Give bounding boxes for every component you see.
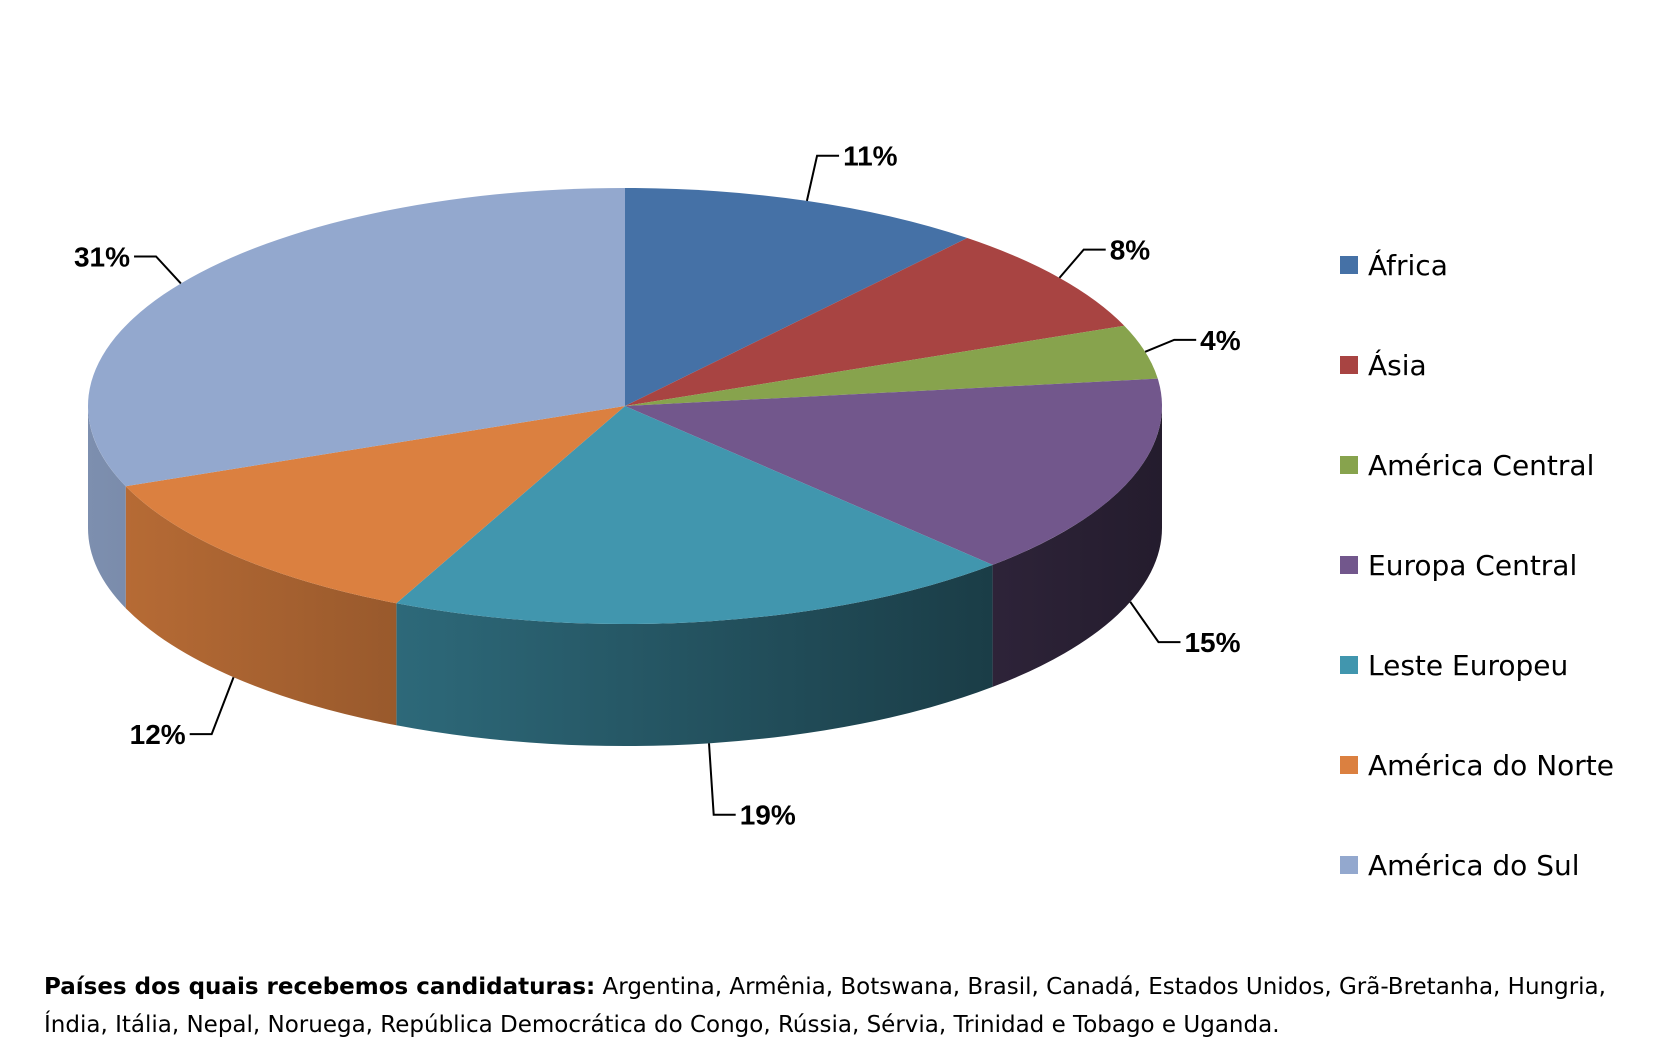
leader-line-asia	[1058, 248, 1106, 279]
data-label-america-do-sul: 31%	[74, 241, 130, 272]
slice-side-europa-central	[992, 406, 1162, 687]
slice-leste-europeu	[396, 406, 993, 624]
data-label-america-central: 4%	[1200, 325, 1241, 356]
legend-label: América Central	[1368, 449, 1594, 482]
data-label-america-do-norte: 12%	[130, 719, 186, 750]
legend-swatch	[1340, 256, 1358, 274]
legend-item-america-do-norte: América do Norte	[1340, 749, 1614, 782]
legend-swatch	[1340, 856, 1358, 874]
leader-line-europa-central	[1129, 601, 1181, 644]
slice-side-america-do-sul	[88, 406, 126, 609]
leader-line-africa	[805, 154, 840, 202]
legend-swatch	[1340, 456, 1358, 474]
slice-europa-central	[625, 378, 1163, 565]
leader-lines	[134, 154, 1197, 816]
legend-swatch	[1340, 656, 1358, 674]
legend-label: Europa Central	[1368, 549, 1577, 582]
leader-line-america-do-norte	[189, 676, 235, 736]
legend-swatch	[1340, 556, 1358, 574]
legend-label: América do Norte	[1368, 749, 1614, 782]
pie-slices	[88, 188, 1163, 624]
slice-side-leste-europeu	[396, 564, 993, 746]
data-label-europa-central: 15%	[1184, 627, 1240, 658]
legend-label: Ásia	[1368, 348, 1427, 382]
legend-item-america-do-sul: América do Sul	[1340, 849, 1580, 882]
legend-swatch	[1340, 756, 1358, 774]
slice-side-america-do-norte	[125, 486, 397, 726]
legend-swatch	[1340, 356, 1358, 374]
footnote-text: Argentina, Armênia, Botswana, Brasil, Ca…	[44, 974, 1606, 1038]
slice-asia	[625, 238, 1125, 406]
pie-chart: 11% 8% 4% 15% 19% 12% 31% África Ásia América Ce…	[74, 141, 1614, 882]
legend-label: América do Sul	[1368, 849, 1580, 882]
leader-line-america-do-sul	[134, 255, 182, 285]
legend-label: África	[1368, 248, 1448, 282]
legend-label: Leste Europeu	[1368, 649, 1568, 682]
legend: África Ásia América Central Europa Central L…	[1340, 248, 1614, 882]
data-labels: 11% 8% 4% 15% 19% 12% 31%	[74, 141, 1241, 831]
leader-line-leste-europeu	[708, 743, 736, 816]
legend-item-america-central: América Central	[1340, 449, 1594, 482]
slice-africa	[625, 188, 968, 406]
footnote: Países dos quais recebemos candidaturas:…	[44, 968, 1644, 1044]
legend-item-europa-central: Europa Central	[1340, 549, 1577, 582]
slice-america-do-sul	[88, 188, 626, 487]
footnote-label: Países dos quais recebemos candidaturas:	[44, 974, 596, 1000]
legend-item-asia: Ásia	[1340, 348, 1427, 382]
leader-line-america-central	[1144, 338, 1197, 353]
data-label-africa: 11%	[843, 141, 898, 172]
legend-item-leste-europeu: Leste Europeu	[1340, 649, 1568, 682]
slice-america-do-norte	[125, 406, 626, 604]
data-label-leste-europeu: 19%	[740, 800, 796, 831]
legend-item-africa: África	[1340, 248, 1448, 282]
data-label-asia: 8%	[1110, 235, 1151, 266]
pie-sides	[88, 406, 1162, 746]
slice-america-central	[625, 325, 1158, 406]
